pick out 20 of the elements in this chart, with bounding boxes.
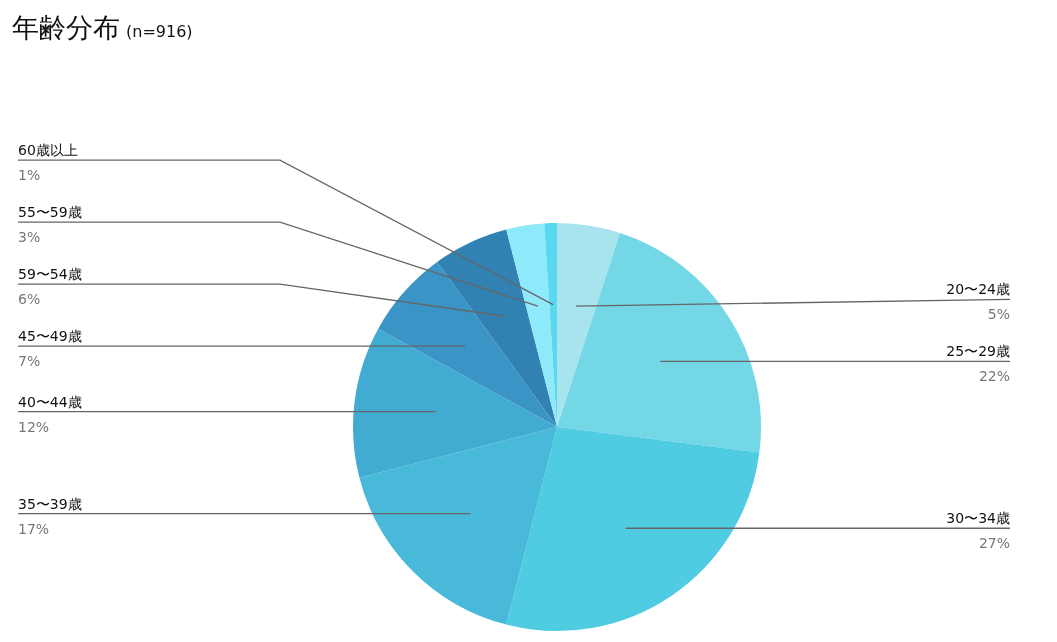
slice-label: 45〜49歳 (18, 328, 82, 345)
data-label: 5% (987, 306, 1010, 323)
data-label: 17% (18, 520, 50, 537)
data-label: 7% (18, 353, 41, 370)
data-label: 1% (18, 167, 41, 184)
chart-title: 年齢分布 (12, 12, 120, 43)
slice-label: 59〜54歳 (18, 266, 82, 283)
data-label: 12% (18, 418, 50, 435)
slice-label: 30〜34歳 (946, 510, 1010, 527)
slice-label: 20〜24歳 (946, 281, 1010, 298)
data-label: 22% (978, 368, 1010, 385)
data-label: 27% (978, 535, 1010, 552)
data-label: 6% (18, 291, 41, 308)
slice-label: 55〜59歳 (18, 204, 82, 221)
slice-label: 40〜44歳 (18, 393, 82, 410)
slice-label: 35〜39歳 (18, 495, 82, 512)
slice-label: 60歳以上 (18, 142, 78, 159)
data-label: 3% (18, 229, 41, 246)
slice-label: 25〜29歳 (946, 343, 1010, 360)
chart-subtitle: (n=916) (126, 22, 193, 41)
